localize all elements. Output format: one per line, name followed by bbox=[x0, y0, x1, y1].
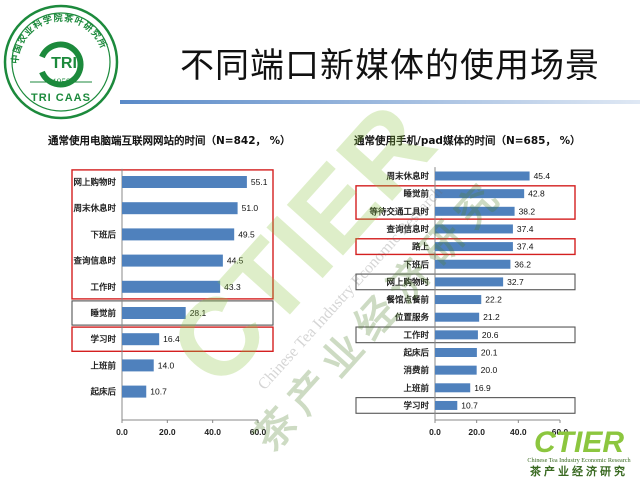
right-value-label: 20.1 bbox=[481, 348, 498, 358]
left-bar bbox=[122, 359, 154, 372]
left-bar bbox=[122, 385, 147, 398]
logo-year: 1958 bbox=[52, 77, 71, 87]
left-category-label: 网上购物时 bbox=[73, 177, 116, 188]
left-value-label: 55.1 bbox=[251, 177, 268, 187]
right-bar bbox=[435, 189, 525, 199]
left-bar bbox=[122, 176, 247, 188]
left-bar bbox=[122, 280, 221, 293]
right-x-tick-label: 20.0 bbox=[468, 427, 485, 437]
right-category-label: 消费前 bbox=[403, 365, 429, 376]
right-x-tick-label: 60.0 bbox=[552, 427, 569, 437]
left-category-label: 工作时 bbox=[90, 282, 116, 293]
right-category-label: 网上购物时 bbox=[386, 277, 429, 288]
left-value-label: 16.4 bbox=[163, 334, 180, 344]
left-value-label: 14.0 bbox=[158, 360, 175, 370]
left-x-tick-label: 20.0 bbox=[159, 427, 176, 437]
right-value-label: 16.9 bbox=[474, 383, 491, 393]
right-value-label: 21.2 bbox=[483, 312, 500, 322]
left-bar bbox=[122, 307, 186, 319]
right-value-label: 37.4 bbox=[517, 242, 534, 252]
left-bar bbox=[122, 254, 223, 267]
right-bar bbox=[435, 206, 515, 216]
tri-caas-logo: 中国农业科学院茶叶研究所 TRI 1958 TRI CAAS bbox=[3, 4, 119, 120]
right-category-label: 位置服务 bbox=[395, 312, 430, 323]
left-category-label: 查询信息时 bbox=[72, 256, 116, 267]
right-bar bbox=[435, 171, 530, 181]
right-value-label: 45.4 bbox=[534, 171, 551, 181]
right-bar bbox=[435, 348, 477, 357]
left-bar bbox=[122, 333, 160, 346]
right-x-tick-label: 40.0 bbox=[510, 427, 527, 437]
right-bar bbox=[435, 259, 511, 269]
right-category-label: 学习时 bbox=[403, 400, 429, 411]
left-value-label: 10.7 bbox=[150, 387, 167, 397]
right-bar bbox=[435, 383, 471, 393]
left-category-label: 周末休息时 bbox=[73, 203, 116, 214]
right-bar bbox=[435, 242, 513, 252]
right-bar bbox=[435, 330, 478, 340]
logo-bottom-text: TRI CAAS bbox=[31, 92, 91, 104]
right-value-label: 20.0 bbox=[481, 365, 498, 375]
right-value-label: 37.4 bbox=[517, 224, 534, 234]
right-category-label: 查询信息时 bbox=[385, 224, 429, 235]
left-highlight-box-2 bbox=[71, 326, 274, 353]
right-highlight-box-2 bbox=[355, 273, 576, 291]
right-value-label: 38.2 bbox=[519, 206, 536, 216]
left-category-label: 起床后 bbox=[89, 387, 116, 398]
left-category-label: 下班后 bbox=[90, 229, 116, 240]
right-bar bbox=[435, 224, 513, 234]
right-bar bbox=[435, 400, 458, 410]
right-bar bbox=[435, 295, 482, 305]
right-category-label: 等待交通工具时 bbox=[368, 206, 429, 217]
right-category-label: 睡觉前 bbox=[403, 189, 429, 200]
left-chart-title: 通常使用电脑端互联网网站的时间（N=842， %） bbox=[48, 135, 291, 147]
corner-logo-brand: CTIER bbox=[534, 426, 624, 459]
right-value-label: 22.2 bbox=[485, 295, 502, 305]
left-value-label: 51.0 bbox=[242, 203, 259, 213]
left-bar bbox=[122, 228, 235, 241]
corner-logo-cn: 茶产业经济研究 bbox=[529, 464, 628, 478]
corner-logo-en: Chinese Tea Industry Economic Research bbox=[527, 457, 631, 464]
right-category-label: 工作时 bbox=[403, 330, 429, 341]
right-category-label: 上班前 bbox=[403, 383, 429, 394]
left-bar bbox=[122, 202, 238, 215]
right-bar bbox=[435, 312, 480, 322]
right-value-label: 42.8 bbox=[528, 189, 545, 199]
right-category-label: 餐馆点餐前 bbox=[385, 295, 429, 306]
right-highlight-box-1 bbox=[355, 238, 576, 256]
right-value-label: 10.7 bbox=[461, 400, 478, 410]
left-category-label: 学习时 bbox=[90, 334, 116, 345]
right-value-label: 20.6 bbox=[482, 330, 499, 340]
left-category-label: 睡觉前 bbox=[90, 308, 116, 319]
right-category-label: 周末休息时 bbox=[386, 171, 429, 182]
left-x-tick-label: 40.0 bbox=[204, 427, 221, 437]
left-value-label: 44.5 bbox=[227, 256, 244, 266]
left-value-label: 28.1 bbox=[190, 308, 207, 318]
left-value-label: 49.5 bbox=[238, 229, 255, 239]
right-highlight-box-3 bbox=[355, 326, 576, 344]
logo-center-text: TRI bbox=[51, 55, 77, 72]
right-value-label: 32.7 bbox=[507, 277, 524, 287]
right-chart-title: 通常使用手机/pad媒体的时间（N=685， %） bbox=[354, 135, 581, 147]
right-highlight-box-0 bbox=[355, 185, 576, 220]
left-x-tick-label: 60.0 bbox=[250, 427, 267, 437]
left-value-label: 43.3 bbox=[224, 282, 241, 292]
right-highlight-box-4 bbox=[355, 397, 576, 414]
left-x-tick-label: 0.0 bbox=[116, 427, 128, 437]
right-bar bbox=[435, 365, 477, 375]
right-value-label: 36.2 bbox=[514, 259, 531, 269]
page-title: 不同端口新媒体的使用场景 bbox=[180, 46, 600, 86]
left-highlight-box-0 bbox=[71, 169, 274, 300]
right-category-label: 下班后 bbox=[403, 259, 429, 270]
right-x-tick-label: 0.0 bbox=[429, 427, 441, 437]
title-underline bbox=[120, 100, 640, 104]
left-highlight-box-1 bbox=[71, 300, 274, 326]
left-category-label: 上班前 bbox=[90, 360, 116, 371]
right-category-label: 起床后 bbox=[402, 348, 429, 359]
right-bar bbox=[435, 277, 504, 287]
ctier-corner-logo: CTIER Chinese Tea Industry Economic Rese… bbox=[527, 426, 631, 478]
right-category-label: 路上 bbox=[412, 242, 430, 253]
